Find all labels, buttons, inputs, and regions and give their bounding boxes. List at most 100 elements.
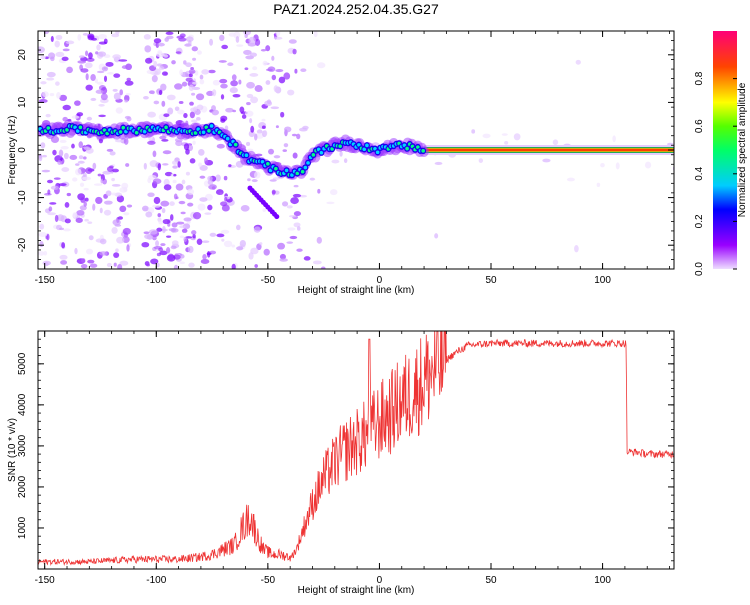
noise-blob [177, 109, 185, 115]
noise-blob [309, 177, 316, 181]
noise-blob [52, 149, 57, 156]
noise-blob [250, 96, 259, 104]
noise-blob [126, 244, 130, 252]
noise-blob [208, 69, 216, 74]
noise-blob [146, 263, 151, 267]
y-tick-label: 3000 [17, 434, 28, 457]
noise-blob [49, 93, 55, 97]
noise-blob [194, 70, 199, 76]
noise-blob [317, 188, 321, 194]
noise-blob [248, 252, 254, 260]
noise-blob [158, 220, 164, 225]
noise-blob [111, 183, 121, 187]
noise-blob [78, 155, 84, 160]
noise-blob [190, 107, 198, 112]
noise-blob [185, 74, 190, 77]
noise-blob [156, 262, 160, 268]
noise-blob [296, 226, 301, 231]
noise-blob [99, 238, 107, 245]
noise-blob [62, 104, 71, 111]
noise-blob [220, 94, 225, 100]
noise-blob [63, 228, 71, 232]
noise-blob [57, 160, 62, 165]
noise-blob [112, 54, 121, 60]
noise-blob [90, 73, 96, 82]
noise-blob [111, 177, 115, 182]
noise-blob [47, 189, 51, 195]
noise-blob [265, 80, 271, 85]
noise-blob [279, 253, 286, 260]
noise-blob [169, 201, 175, 207]
noise-blob [58, 149, 64, 157]
noise-blob [232, 94, 241, 98]
y-tick-label: 1000 [17, 516, 28, 539]
noise-blob [261, 118, 266, 122]
ridge-core [362, 147, 367, 152]
noise-blob [316, 236, 322, 244]
noise-blob [244, 110, 254, 117]
noise-blob [282, 149, 287, 153]
noise-blob [241, 114, 247, 119]
noise-blob [112, 219, 121, 226]
noise-blob [50, 185, 59, 190]
noise-blob [183, 113, 188, 119]
noise-blob [296, 248, 303, 252]
noise-blob [157, 42, 165, 47]
noise-blob [288, 39, 297, 44]
noise-blob [72, 177, 78, 182]
noise-blob [192, 81, 198, 85]
noise-blob [111, 192, 117, 196]
snr-panel: -150 -100 -50 0 50 100 1000 2000 3000 4000 5000 H… [7, 330, 675, 596]
noise-blob [281, 201, 289, 207]
noise-blob [192, 234, 196, 239]
noise-blob [175, 183, 184, 191]
ridge-core [274, 166, 278, 171]
noise-blob [151, 75, 158, 83]
noise-blob [279, 258, 288, 262]
noise-blob [181, 228, 188, 233]
noise-blob [179, 261, 186, 265]
noise-blob [292, 152, 298, 159]
x-tick-label: -50 [261, 575, 276, 586]
noise-blob [76, 112, 84, 117]
noise-blob [48, 206, 53, 212]
noise-blob [61, 242, 66, 249]
noise-blob [284, 126, 292, 133]
noise-blob [163, 54, 169, 58]
noise-blob [331, 159, 340, 164]
noise-blob [152, 235, 157, 241]
noise-blob [165, 31, 174, 35]
noise-blob [125, 163, 130, 167]
noise-blob [206, 90, 215, 97]
noise-blob [196, 50, 202, 55]
noise-blob [287, 227, 296, 231]
spectrogram-x-label: Height of straight line (km) [298, 285, 415, 296]
spectrogram-noise [38, 31, 674, 269]
noise-blob [63, 152, 69, 160]
noise-blob [230, 80, 238, 87]
noise-blob [294, 68, 298, 74]
noise-blob [105, 190, 112, 197]
noise-blob [196, 117, 201, 121]
noise-blob [166, 94, 176, 101]
noise-blob [302, 125, 309, 130]
noise-blob [219, 34, 225, 42]
noise-blob [98, 114, 106, 118]
y-tick-label: 4000 [17, 393, 28, 416]
noise-blob [235, 36, 240, 43]
noise-blob [39, 241, 44, 248]
noise-blob [188, 73, 193, 78]
noise-blob [88, 235, 94, 241]
noise-blob [190, 119, 198, 123]
noise-blob [246, 81, 255, 89]
noise-blob [296, 133, 301, 140]
spectrogram-y-label: Frequency (Hz) [7, 116, 18, 185]
noise-blob [85, 84, 93, 91]
noise-blob [46, 77, 55, 81]
noise-blob [272, 177, 281, 180]
noise-blob [253, 133, 258, 141]
noise-blob [155, 41, 160, 49]
x-tick-label: -100 [146, 275, 166, 286]
noise-blob [112, 88, 118, 92]
noise-blob [204, 157, 209, 165]
